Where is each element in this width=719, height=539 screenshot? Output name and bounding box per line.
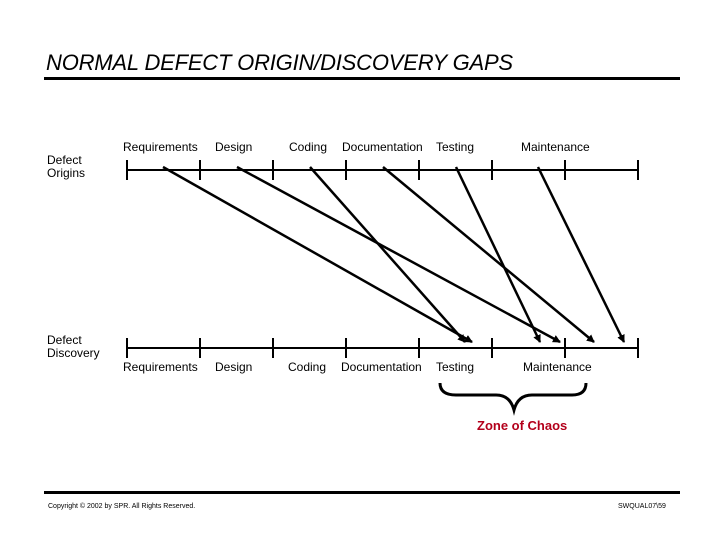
- arrow-documentation-to-maintenance: [382, 166, 595, 343]
- copyright-text: Copyright © 2002 by SPR. All Rights Rese…: [48, 503, 196, 510]
- bottom-phase-testing: Testing: [436, 360, 475, 374]
- bottom-phase-design: Design: [215, 360, 253, 374]
- defect-origins-label-line2: Origins: [47, 166, 86, 180]
- bottom-phase-maintenance: Maintenance: [523, 360, 592, 374]
- zone-of-chaos-brace: [438, 382, 588, 416]
- arrow-maintenance-to-maintenance: [536, 166, 626, 343]
- document-code: SWQUAL07\59: [618, 503, 666, 510]
- defect-discovery-label-line2: Discovery: [47, 346, 100, 360]
- origins-timeline: [126, 160, 639, 180]
- arrow-coding-to-testing: [309, 166, 466, 343]
- defect-discovery-label-line1: Defect: [47, 333, 82, 347]
- bottom-phase-requirements: Requirements: [123, 360, 198, 374]
- top-phase-maintenance: Maintenance: [521, 140, 590, 154]
- top-phase-design: Design: [215, 140, 253, 154]
- page-title: NORMAL DEFECT ORIGIN/DISCOVERY GAPS: [46, 50, 513, 75]
- top-phase-documentation: Documentation: [342, 140, 423, 154]
- discovery-timeline: [126, 338, 639, 358]
- top-phase-coding: Coding: [289, 140, 328, 154]
- bottom-phase-documentation: Documentation: [341, 360, 422, 374]
- arrow-requirements-to-testing: [162, 165, 473, 344]
- arrow-testing-to-maintenance: [454, 166, 542, 343]
- zone-of-chaos-label: Zone of Chaos: [477, 418, 568, 433]
- arrow-design-to-maintenance: [236, 165, 561, 344]
- title-rule: [44, 77, 680, 80]
- defect-origins-label: Defect Origins: [47, 154, 85, 180]
- top-phase-testing: Testing: [436, 140, 475, 154]
- top-phase-requirements: Requirements: [123, 140, 198, 154]
- bottom-phase-coding: Coding: [288, 360, 327, 374]
- footer-rule: [44, 491, 680, 494]
- gap-arrows: [162, 165, 626, 344]
- defect-origins-label-line1: Defect: [47, 153, 82, 167]
- defect-discovery-label: Defect Discovery: [47, 334, 100, 360]
